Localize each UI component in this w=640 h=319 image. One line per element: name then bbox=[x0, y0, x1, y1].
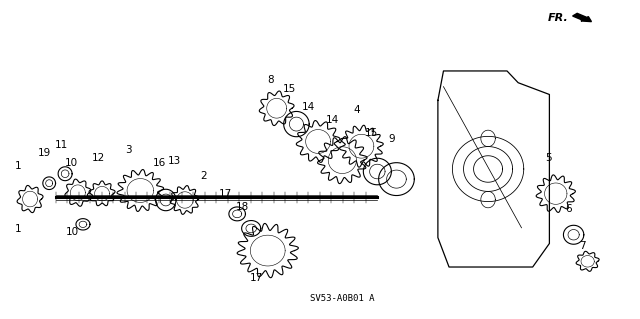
Text: 11: 11 bbox=[55, 140, 68, 150]
Text: 5: 5 bbox=[545, 153, 552, 163]
Text: 10: 10 bbox=[66, 227, 79, 237]
Text: 17: 17 bbox=[219, 189, 232, 199]
Text: 1: 1 bbox=[15, 224, 22, 234]
Text: 1: 1 bbox=[15, 161, 22, 171]
Text: 4: 4 bbox=[354, 106, 360, 115]
Text: 15: 15 bbox=[283, 84, 296, 94]
Text: 9: 9 bbox=[388, 134, 395, 144]
Text: 14: 14 bbox=[302, 102, 315, 112]
Text: 12: 12 bbox=[92, 153, 105, 163]
Text: 2: 2 bbox=[201, 171, 207, 181]
Text: FR.: FR. bbox=[547, 13, 568, 23]
Text: 13: 13 bbox=[168, 156, 181, 166]
Text: SV53-A0B01 A: SV53-A0B01 A bbox=[310, 294, 374, 303]
Text: 6: 6 bbox=[565, 204, 572, 213]
Text: 18: 18 bbox=[236, 202, 249, 212]
Text: 3: 3 bbox=[125, 145, 132, 155]
Text: 14: 14 bbox=[326, 115, 339, 125]
Text: 15: 15 bbox=[364, 128, 378, 137]
Text: 7: 7 bbox=[579, 241, 586, 251]
FancyArrow shape bbox=[573, 13, 591, 22]
Text: 16: 16 bbox=[153, 158, 166, 168]
Text: 19: 19 bbox=[38, 148, 51, 158]
Text: 10: 10 bbox=[65, 158, 78, 168]
Text: 8: 8 bbox=[267, 75, 274, 85]
Text: 17: 17 bbox=[250, 273, 263, 283]
